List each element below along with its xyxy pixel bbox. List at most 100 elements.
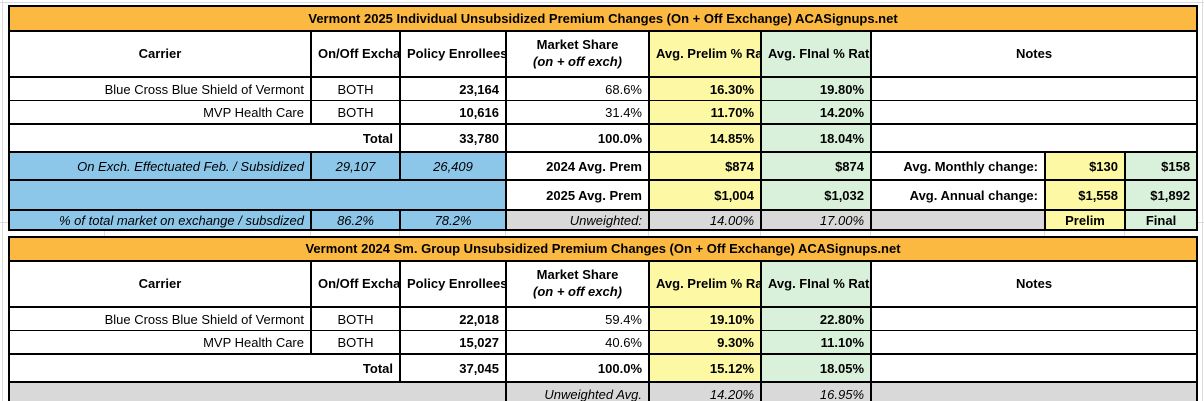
total-row: Total 33,780 100.0% 14.85% 18.04%	[8, 123, 1199, 153]
total-label: Total	[8, 123, 401, 153]
monthly-change-label: Avg. Monthly change:	[870, 151, 1046, 181]
exchange-value: BOTH	[310, 306, 401, 331]
enrollees-value: 22,018	[399, 306, 507, 331]
total-share: 100.0%	[505, 353, 650, 383]
unweighted-row: Unweighted Avg. 14.20% 16.95%	[8, 381, 1199, 401]
on-exch-effectuated: 29,107	[310, 151, 401, 181]
market-share-value: 68.6%	[505, 76, 650, 101]
total-prelim: 15.12%	[648, 353, 762, 383]
gridline	[2, 0, 3, 401]
col-header-exchange: On/Off Exchange	[310, 30, 401, 78]
unweighted-prelim: 14.20%	[648, 381, 762, 401]
final-rate-value: 11.10%	[760, 330, 872, 355]
prem-2025-final: $1,032	[760, 179, 872, 211]
market-share-label: Market Share	[536, 37, 619, 53]
prelim-rate-value: 11.70%	[648, 100, 762, 125]
table-row: MVP Health Care BOTH 15,027 40.6% 9.30% …	[8, 330, 1199, 355]
unweighted-prelim: 14.00%	[648, 209, 762, 231]
monthly-change-prelim: $130	[1044, 151, 1126, 181]
prem-2024-label: 2024 Avg. Prem	[505, 151, 650, 181]
pct-market-label: % of total market on exchange / subsdize…	[8, 209, 312, 231]
total-prelim: 14.85%	[648, 123, 762, 153]
market-share-sublabel: (on + off exch)	[533, 284, 622, 299]
total-enrollees: 37,045	[399, 353, 507, 383]
final-tag: Final	[1123, 209, 1199, 231]
col-header-final: Avg. FInal % Rate Change	[760, 30, 872, 78]
notes-cell	[869, 330, 1199, 355]
market-share-value: 59.4%	[505, 306, 650, 331]
total-share: 100.0%	[505, 123, 650, 153]
notes-cell	[869, 123, 1199, 153]
col-header-final: Avg. FInal % Rate Change	[760, 260, 872, 308]
col-header-carrier: Carrier	[8, 260, 312, 308]
individual-premium-table: Vermont 2025 Individual Unsubsidized Pre…	[7, 5, 1199, 231]
carrier-name: MVP Health Care	[8, 330, 312, 355]
notes-cell	[869, 100, 1199, 125]
annual-change-prelim: $1,558	[1044, 179, 1126, 211]
col-header-notes: Notes	[869, 260, 1199, 308]
prem-2025-row: 2025 Avg. Prem $1,004 $1,032 Avg. Annual…	[8, 179, 1199, 211]
exchange-value: BOTH	[310, 100, 401, 125]
market-share-sublabel: (on + off exch)	[533, 54, 622, 69]
table-row: Blue Cross Blue Shield of Vermont BOTH 2…	[8, 76, 1199, 101]
gray-spacer	[870, 209, 1046, 231]
col-header-market-share: Market Share (on + off exch)	[505, 260, 650, 308]
final-rate-value: 22.80%	[760, 306, 872, 331]
exchange-value: BOTH	[310, 76, 401, 101]
small-group-premium-table: Vermont 2024 Sm. Group Unsubsidized Prem…	[7, 236, 1199, 401]
subsidized-count: 26,409	[399, 151, 507, 181]
unweighted-row: % of total market on exchange / subsdize…	[8, 209, 1199, 231]
prem-2025-prelim: $1,004	[648, 179, 762, 211]
market-share-value: 31.4%	[505, 100, 650, 125]
unweighted-final: 17.00%	[760, 209, 872, 231]
final-rate-value: 19.80%	[760, 76, 872, 101]
total-enrollees: 33,780	[399, 123, 507, 153]
enrollees-value: 10,616	[399, 100, 507, 125]
unweighted-label: Unweighted Avg.	[505, 381, 650, 401]
col-header-enrollees: Policy Enrollees	[399, 30, 507, 78]
prelim-tag: Prelim	[1044, 209, 1126, 231]
annual-change-label: Avg. Annual change:	[870, 179, 1046, 211]
unweighted-label: Unweighted:	[505, 209, 650, 231]
gridline	[1202, 0, 1203, 401]
prem-2024-final: $874	[760, 151, 872, 181]
col-header-market-share: Market Share (on + off exch)	[505, 30, 650, 78]
monthly-change-final: $158	[1123, 151, 1199, 181]
carrier-name: MVP Health Care	[8, 100, 312, 125]
prem-2025-label: 2025 Avg. Prem	[505, 179, 650, 211]
subsidized-label: On Exch. Effectuated Feb. / Subsidized	[8, 151, 312, 181]
col-header-exchange: On/Off Exchange	[310, 260, 401, 308]
gray-spacer	[869, 381, 1199, 401]
carrier-name: Blue Cross Blue Shield of Vermont	[8, 76, 312, 101]
unweighted-final: 16.95%	[760, 381, 872, 401]
col-header-prelim: Avg. Prelim % Rate Change	[648, 260, 762, 308]
notes-cell	[869, 306, 1199, 331]
carrier-name: Blue Cross Blue Shield of Vermont	[8, 306, 312, 331]
col-header-prelim: Avg. Prelim % Rate Change	[648, 30, 762, 78]
prelim-rate-value: 9.30%	[648, 330, 762, 355]
total-label: Total	[8, 353, 401, 383]
notes-cell	[869, 76, 1199, 101]
col-header-carrier: Carrier	[8, 30, 312, 78]
table2-title: Vermont 2024 Sm. Group Unsubsidized Prem…	[7, 236, 1199, 262]
pct-subsidized: 78.2%	[399, 209, 507, 231]
gray-band	[8, 381, 507, 401]
prelim-rate-value: 19.10%	[648, 306, 762, 331]
annual-change-final: $1,892	[1123, 179, 1199, 211]
table1-title: Vermont 2025 Individual Unsubsidized Pre…	[7, 5, 1199, 32]
col-header-notes: Notes	[869, 30, 1199, 78]
table-row: MVP Health Care BOTH 10,616 31.4% 11.70%…	[8, 100, 1199, 125]
market-share-label: Market Share	[536, 267, 619, 283]
enrollees-value: 23,164	[399, 76, 507, 101]
total-row: Total 37,045 100.0% 15.12% 18.05%	[8, 353, 1199, 383]
prelim-rate-value: 16.30%	[648, 76, 762, 101]
blue-band	[8, 179, 507, 211]
exchange-value: BOTH	[310, 330, 401, 355]
total-final: 18.05%	[760, 353, 872, 383]
table-row: Blue Cross Blue Shield of Vermont BOTH 2…	[8, 306, 1199, 331]
final-rate-value: 14.20%	[760, 100, 872, 125]
notes-cell	[869, 353, 1199, 383]
subsidized-2024-row: On Exch. Effectuated Feb. / Subsidized 2…	[8, 151, 1199, 181]
enrollees-value: 15,027	[399, 330, 507, 355]
